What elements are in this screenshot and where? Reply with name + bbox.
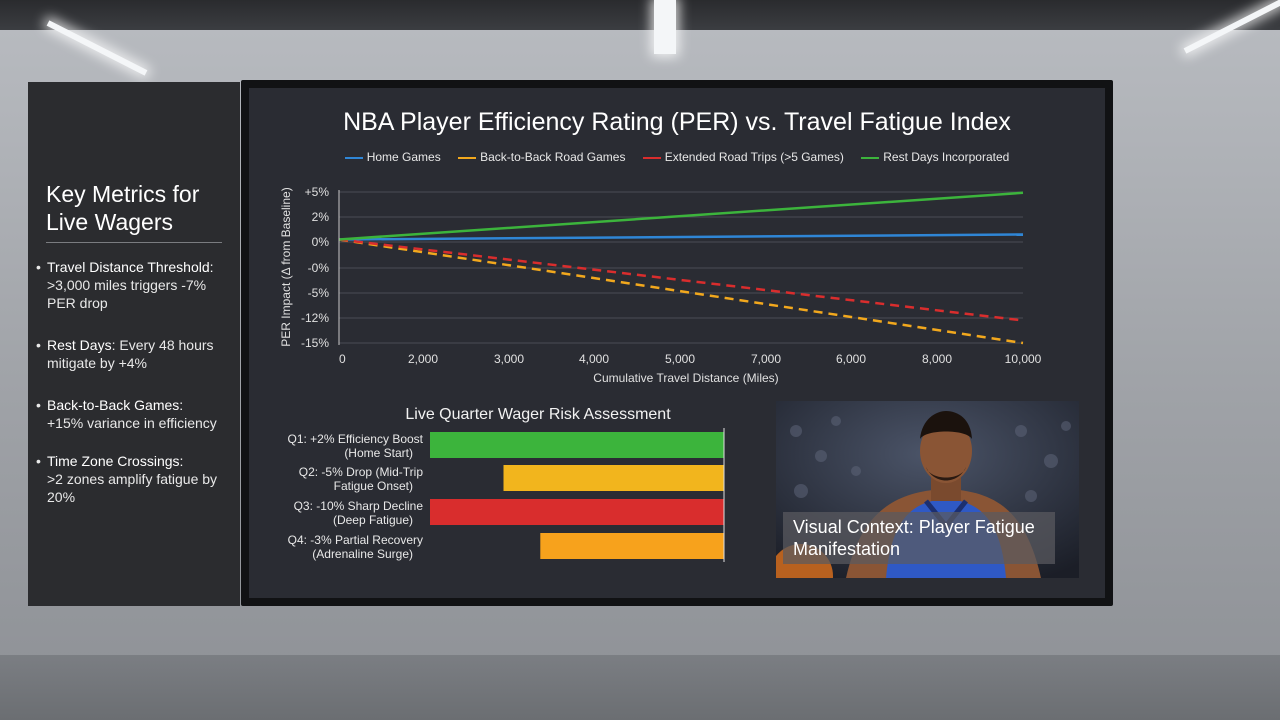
bullet-icon: • <box>36 259 41 275</box>
bar-label-line1: Q2: -5% Drop (Mid-Trip <box>299 465 424 479</box>
series-line-1 <box>338 238 1024 345</box>
legend-item-back-to-back: Back-to-Back Road Games <box>458 150 625 164</box>
legend-swatch <box>344 156 363 159</box>
y-tick-label: 2% <box>312 210 330 224</box>
line-chart-x-axis-label: Cumulative Travel Distance (Miles) <box>593 371 778 385</box>
bar-chart-bars <box>430 432 725 559</box>
crowd-dots <box>790 416 1071 502</box>
bar-label-line1: Q4: -3% Partial Recovery <box>288 533 423 547</box>
x-tick-label: 5,000 <box>665 352 695 366</box>
x-tick-label: 4,000 <box>579 352 609 366</box>
x-tick-label: 3,000 <box>494 352 524 366</box>
player-hair <box>920 411 972 439</box>
metric-travel-distance: • Travel Distance Threshold: >3,000 miles… <box>36 258 236 312</box>
y-tick-label: -12% <box>301 311 329 325</box>
legend-swatch <box>642 156 661 159</box>
metric-text: +15% variance in efficiency <box>47 415 217 431</box>
y-tick-label: 0% <box>312 235 330 249</box>
bar-label-line1: Q1: +2% Efficiency Boost <box>287 432 423 446</box>
x-tick-label: 0 <box>339 352 346 366</box>
metric-text: >2 zones amplify fatigue by 20% <box>47 471 218 505</box>
legend-swatch <box>458 156 477 159</box>
bar-label-line2: Fatigue Onset) <box>334 479 413 493</box>
y-tick-label: -15% <box>301 336 329 350</box>
line-chart-title: NBA Player Efficiency Rating (PER) vs. T… <box>343 108 1011 136</box>
line-chart-grid <box>339 191 1023 344</box>
line-chart-series <box>338 191 1024 345</box>
bar-q1 <box>430 432 724 458</box>
bar-q2 <box>503 465 724 491</box>
line-chart-x-ticks: 0 2,000 3,000 4,000 5,000 7,000 6,000 8,000 10,0… <box>339 352 1042 366</box>
bar-label-line2: (Home Start) <box>344 446 413 460</box>
bar-label-line2: (Adrenaline Surge) <box>312 547 413 561</box>
series-line-0 <box>338 233 1024 241</box>
metric-rest-days: • Rest Days: Every 48 hours mitigate by … <box>36 336 236 372</box>
metric-back-to-back: • Back-to-Back Games: +15% variance in ef… <box>36 396 236 432</box>
bar-chart-title: Live Quarter Wager Risk Assessment <box>405 406 671 423</box>
photo-caption: Visual Context: Player Fatigue Manifesta… <box>783 512 1055 564</box>
metric-text: >3,000 miles triggers -7% PER drop <box>47 277 207 311</box>
series-line-2 <box>338 238 1024 322</box>
x-tick-label: 6,000 <box>836 352 866 366</box>
series-line-3 <box>338 191 1024 241</box>
bullet-icon: • <box>36 337 41 353</box>
player-beard <box>926 467 966 481</box>
line-chart-y-ticks: +5% 2% 0% -0% -5% -12% -15% <box>301 185 329 350</box>
legend-label: Rest Days Incorporated <box>883 150 1010 164</box>
legend-swatch <box>861 156 880 159</box>
bullet-icon: • <box>36 397 41 413</box>
legend-item-extended: Extended Road Trips (>5 Games) <box>642 150 844 164</box>
bar-label-line1: Q3: -10% Sharp Decline <box>294 499 424 513</box>
x-tick-label: 7,000 <box>751 352 781 366</box>
legend-label: Home Games <box>366 150 441 164</box>
x-tick-label: 2,000 <box>408 352 438 366</box>
ceiling <box>0 0 1280 30</box>
y-tick-label: +5% <box>305 185 330 199</box>
bar-q3 <box>430 499 724 525</box>
metric-time-zones: • Time Zone Crossings: >2 zones amplify f… <box>36 452 236 506</box>
key-metrics-divider <box>46 242 222 243</box>
bar-q4 <box>540 533 725 559</box>
key-metrics-title: Key Metrics for Live Wagers <box>46 181 200 235</box>
legend-item-home: Home Games <box>344 150 441 164</box>
bar-chart-category-labels: Q1: +2% Efficiency Boost(Home Start) Q2: … <box>287 432 423 561</box>
bullet-icon: • <box>36 453 41 469</box>
metric-label: Rest Days <box>47 337 112 353</box>
line-chart-y-axis-label: PER Impact (Δ from Baseline) <box>279 187 293 346</box>
metric-label: Travel Distance Threshold: <box>47 259 214 275</box>
metric-text: : Every 48 hours mitigate by +4% <box>47 337 214 371</box>
y-tick-label: -0% <box>308 261 330 275</box>
key-metrics-panel <box>28 82 240 606</box>
line-chart-legend: Home Games Back-to-Back Road Games Exten… <box>249 150 1105 164</box>
ceiling-light-center <box>654 0 676 54</box>
metric-label: Time Zone Crossings: <box>47 453 184 469</box>
legend-label: Extended Road Trips (>5 Games) <box>664 150 844 164</box>
player-head <box>920 419 972 483</box>
y-tick-label: -5% <box>308 286 330 300</box>
floor <box>0 655 1280 720</box>
x-tick-label: 8,000 <box>922 352 952 366</box>
x-tick-label: 10,000 <box>1005 352 1042 366</box>
bar-label-line2: (Deep Fatigue) <box>333 513 413 527</box>
legend-label: Back-to-Back Road Games <box>480 150 626 164</box>
metric-label: Back-to-Back Games: <box>47 397 184 413</box>
legend-item-rest: Rest Days Incorporated <box>861 150 1009 164</box>
